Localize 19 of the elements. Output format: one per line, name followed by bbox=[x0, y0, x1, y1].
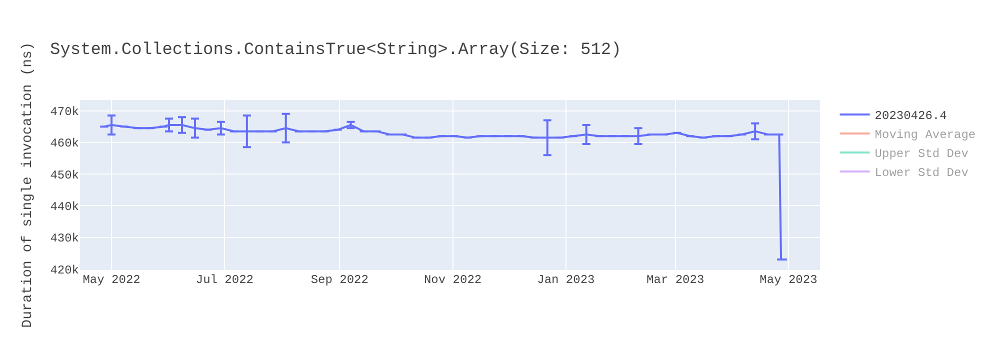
y-axis-title: Duration of single invocation (ns) bbox=[20, 42, 36, 328]
y-tick-label: 440k bbox=[50, 200, 79, 214]
legend-label: Lower Std Dev bbox=[874, 166, 968, 180]
legend-label: 20230426.4 bbox=[874, 109, 947, 124]
x-tick-label: Jan 2023 bbox=[537, 273, 595, 287]
x-tick-label: Jul 2022 bbox=[196, 273, 254, 287]
x-tick-label: Sep 2022 bbox=[310, 273, 368, 287]
x-tick-label: Mar 2023 bbox=[646, 273, 704, 287]
y-tick-label: 450k bbox=[50, 168, 79, 182]
x-tick-label: May 2022 bbox=[82, 273, 140, 287]
y-tick-label: 470k bbox=[50, 104, 79, 119]
y-tick-label: 430k bbox=[50, 232, 79, 246]
x-tick-label: Nov 2022 bbox=[424, 273, 482, 287]
y-tick-label: 420k bbox=[50, 263, 79, 278]
chart-title: System.Collections.ContainsTrue<String>.Array(Size: 512) bbox=[50, 40, 622, 60]
legend-label: Moving Average bbox=[874, 128, 976, 142]
y-tick-label: 460k bbox=[50, 136, 79, 151]
x-tick-label: May 2023 bbox=[760, 273, 818, 287]
legend-label: Upper Std Dev bbox=[874, 147, 968, 162]
